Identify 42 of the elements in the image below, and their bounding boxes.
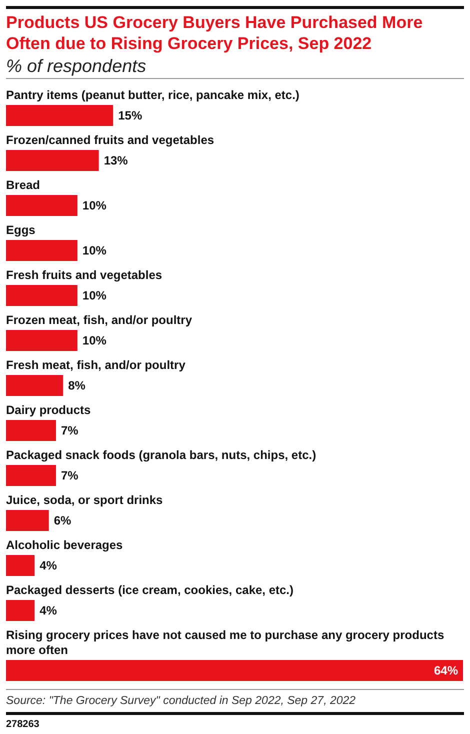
bar (6, 420, 56, 441)
bar (6, 285, 78, 306)
y-tick-label: Juice, soda, or sport drinks (6, 493, 164, 507)
data-label: 13% (104, 154, 128, 168)
y-tick-label: Frozen/canned fruits and vegetables (6, 133, 214, 147)
data-label: 10% (82, 288, 107, 302)
data-label: 15% (118, 108, 142, 122)
text: 278263 (6, 719, 40, 730)
bar (6, 465, 56, 486)
bar (6, 510, 49, 531)
bar (6, 375, 64, 396)
y-tick-label: Eggs (6, 223, 36, 237)
data-label: 8% (68, 378, 86, 392)
y-tick-label: Alcoholic beverages (6, 538, 124, 552)
y-tick-label: Pantry items (peanut butter, rice, pancake mix, etc.) (6, 88, 300, 102)
y-tick-label: Fresh fruits and vegetables (6, 268, 162, 282)
y-tick-label: Fresh meat, fish, and/or poultry (6, 358, 186, 372)
bar (6, 105, 114, 126)
data-label: 6% (54, 514, 72, 528)
data-label: 4% (40, 558, 58, 572)
data-label: 7% (60, 468, 79, 482)
y-tick-label: Packaged snack foods (granola bars, nuts, chips, etc.) (6, 448, 316, 462)
y-tick-label: Bread (6, 178, 40, 192)
data-label: 4% (40, 604, 58, 618)
data-label: 10% (82, 334, 107, 348)
bar (6, 555, 35, 576)
bar (6, 330, 78, 351)
bar (6, 240, 78, 261)
y-tick-label: Frozen meat, fish, and/or poultry (6, 313, 192, 327)
y-tick-label: Packaged desserts (ice cream, cookies, cake, etc.) (6, 583, 294, 597)
y-tick-label: Dairy products (6, 403, 92, 417)
y-tick-label: Rising grocery prices have not caused me to purchase any grocery products more often (6, 628, 444, 657)
data-label: 10% (82, 244, 107, 258)
bar (6, 600, 35, 621)
bar (6, 195, 78, 216)
data-label: 10% (82, 198, 107, 212)
chart-title: Products US Grocery Buyers Have Purchased More Often due to Rising Grocery Prices, Sep 2022 (6, 12, 424, 54)
source-note: Source: "The Grocery Survey" conducted in Sep 2022, Sep 27, 2022 (6, 695, 357, 708)
data-label: 64% (434, 664, 458, 678)
data-label: 7% (60, 424, 79, 438)
bar (6, 150, 99, 171)
chart-subtitle: % of respondents (6, 55, 148, 78)
